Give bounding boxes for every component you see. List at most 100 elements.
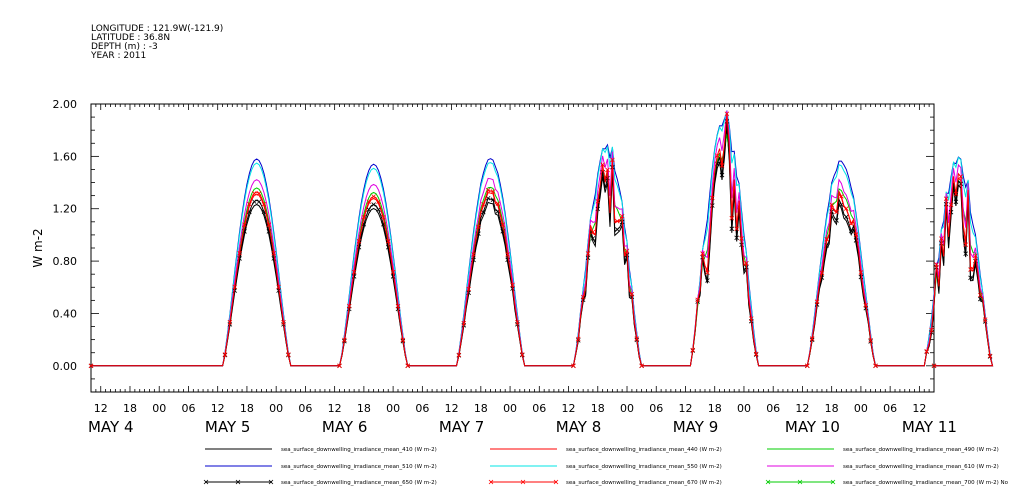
series-marker — [227, 320, 233, 325]
legend-label: sea_surface_downwelling_irradiance_mean_… — [843, 464, 999, 470]
series-marker — [848, 228, 854, 234]
series-marker — [251, 191, 257, 196]
series-marker — [710, 195, 715, 201]
series-marker — [261, 201, 267, 207]
legend-label: sea_surface_downwelling_irradiance_mean_… — [281, 480, 437, 486]
legend-marker — [488, 479, 494, 485]
y-tick-label: 1.20 — [53, 203, 78, 216]
legend-label: sea_surface_downwelling_irradiance_mean_… — [281, 447, 437, 453]
series-marker — [590, 229, 596, 235]
legend-marker — [235, 479, 241, 485]
series-marker — [232, 288, 238, 293]
series-marker — [456, 352, 462, 358]
series-marker — [222, 352, 228, 357]
x-tick-label: 00 — [386, 402, 400, 415]
series-marker — [619, 213, 625, 219]
x-tick-label: 06 — [415, 402, 429, 415]
legend-marker — [765, 479, 771, 485]
x-tick-label: 18 — [357, 402, 371, 415]
series-marker — [286, 352, 291, 357]
series-marker — [858, 270, 864, 275]
series-marker — [480, 202, 486, 207]
series-marker — [809, 336, 815, 341]
series-marker — [931, 363, 937, 369]
series-marker — [848, 221, 854, 226]
header-info: LONGITUDE : 121.9W(-121.9) LATITUDE : 36… — [90, 24, 223, 61]
series-marker — [580, 294, 586, 300]
series-marker — [863, 303, 869, 308]
series-marker — [963, 242, 968, 247]
series-marker — [405, 363, 411, 369]
series-marker — [943, 196, 949, 201]
x-day-label: MAY 5 — [205, 418, 251, 436]
series-marker — [729, 226, 735, 232]
x-tick-label: 06 — [883, 402, 897, 415]
series-marker — [485, 187, 491, 193]
series-marker — [753, 351, 759, 357]
x-tick-label: 06 — [181, 402, 195, 415]
series-marker — [610, 157, 615, 163]
x-day-label: MAY 8 — [556, 418, 602, 436]
legend-marker — [797, 479, 803, 485]
series-marker — [376, 199, 381, 205]
series-marker — [829, 202, 834, 208]
x-tick-label: 00 — [152, 402, 166, 415]
series-marker — [819, 270, 825, 276]
legend-label: sea_surface_downwelling_irradiance_mean_… — [566, 447, 722, 453]
series-marker — [461, 320, 467, 326]
series-marker — [695, 297, 700, 303]
legend-marker — [268, 479, 274, 485]
series-marker — [724, 119, 730, 124]
x-tick-label: 00 — [503, 402, 517, 415]
series-marker — [571, 363, 576, 369]
series-marker — [724, 111, 730, 117]
series-marker — [839, 193, 844, 199]
series-marker — [978, 292, 983, 298]
series-marker — [953, 199, 959, 205]
series-marker — [466, 286, 471, 292]
series-marker — [929, 327, 934, 333]
series-marker — [624, 248, 630, 254]
series-marker — [585, 251, 591, 256]
legend-label: sea_surface_downwelling_irradiance_mean_… — [843, 447, 999, 453]
series-marker — [614, 218, 620, 224]
y-tick-label: 0.80 — [53, 255, 78, 268]
plot-series — [88, 110, 994, 369]
series-marker — [714, 153, 720, 158]
series-marker — [271, 250, 277, 256]
series-marker — [519, 352, 525, 357]
series-marker — [629, 291, 635, 297]
series-marker — [256, 199, 262, 204]
header-latitude: LATITUDE : 36.8N — [91, 33, 170, 43]
legend-marker — [520, 479, 526, 485]
series-marker — [476, 224, 481, 230]
series-marker — [987, 353, 993, 359]
series-marker — [844, 214, 849, 220]
x-tick-label: 12 — [211, 402, 225, 415]
x-tick-label: 18 — [708, 402, 722, 415]
series-marker — [356, 239, 362, 244]
x-tick-label: 06 — [649, 402, 663, 415]
series-marker — [490, 189, 496, 194]
series-marker — [232, 284, 238, 290]
series-marker — [853, 232, 859, 237]
x-day-label: MAY 9 — [673, 418, 719, 436]
series-line — [91, 110, 994, 367]
series-marker — [595, 199, 601, 204]
series-marker — [982, 317, 988, 322]
series-marker — [844, 206, 849, 211]
x-tick-label: 06 — [532, 402, 546, 415]
series-line — [91, 113, 994, 367]
axes: 12 18 00 06 12 18 00 06 12 18 00 06 12 18 00 06 12 18 00 06… — [53, 98, 957, 436]
series-marker — [237, 250, 242, 256]
series-marker — [395, 303, 401, 309]
series-marker — [973, 253, 978, 259]
series-marker — [614, 227, 620, 232]
series-marker — [873, 363, 878, 369]
x-day-label: MAY 6 — [322, 418, 368, 436]
y-axis-title: W m-2 — [31, 228, 45, 267]
series-marker — [700, 251, 705, 256]
header-depth: DEPTH (m) : -3 — [91, 42, 158, 52]
series-marker — [690, 347, 696, 353]
series-marker — [337, 363, 342, 369]
